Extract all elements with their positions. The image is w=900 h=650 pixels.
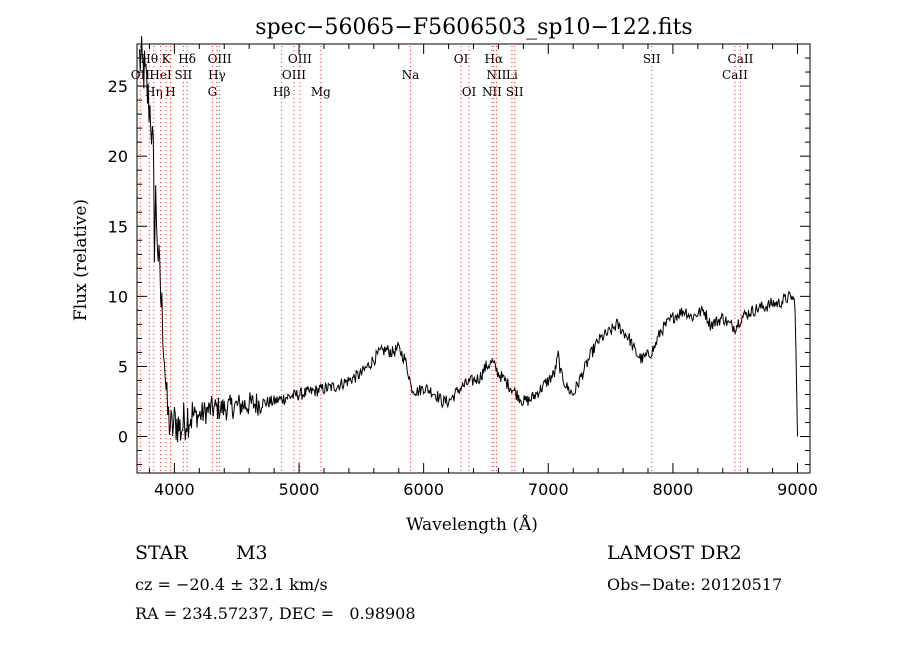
y-tick-label: 15 — [108, 217, 128, 236]
line-marker-label: CaII — [728, 52, 754, 66]
x-tick-label: 5000 — [279, 480, 320, 499]
x-tick-label: 4000 — [154, 480, 195, 499]
x-tick-label: 7000 — [528, 480, 569, 499]
line-marker-label: H — [165, 85, 175, 99]
line-marker-label: OI — [454, 52, 469, 66]
object-subclass: M3 — [236, 542, 268, 564]
line-marker-label: Hη — [145, 85, 163, 99]
line-marker-label: Hγ — [208, 68, 226, 82]
line-marker-label: SII — [175, 68, 193, 82]
survey-name: LAMOST DR2 — [607, 542, 742, 564]
line-marker-label: NII — [486, 68, 506, 82]
line-marker-label: Mg — [311, 85, 331, 99]
line-marker-label: HeI — [149, 68, 172, 82]
coordinates: RA = 234.57237, DEC = 0.98908 — [135, 604, 416, 623]
line-marker-label: K — [162, 52, 172, 66]
y-tick-label: 25 — [108, 77, 128, 96]
line-marker-label: Hδ — [178, 52, 196, 66]
line-marker-label: Li — [506, 68, 518, 82]
y-tick-label: 0 — [118, 428, 128, 447]
line-marker-label: OII — [131, 68, 151, 82]
line-marker-label: SII — [506, 85, 524, 99]
object-class: STAR — [135, 542, 188, 564]
chart-title: spec−56065−F5606503_sp10−122.fits — [255, 15, 692, 40]
y-tick-label: 10 — [108, 287, 128, 306]
y-tick-label: 5 — [118, 357, 128, 376]
spectrum-series-line — [139, 36, 798, 443]
y-tick-label: 20 — [108, 147, 128, 166]
line-marker-label: OI — [462, 85, 477, 99]
line-marker-label: Hα — [485, 52, 504, 66]
x-tick-label: 9000 — [777, 480, 818, 499]
x-axis-label: Wavelength (Å) — [406, 514, 538, 535]
line-marker-label: CaII — [722, 68, 748, 82]
axes: 4000 5000 6000 7000 8000 9000 0 5 10 15 20 25 — [108, 43, 818, 499]
line-marker-label: SII — [643, 52, 661, 66]
line-marker-label: Hβ — [273, 85, 290, 99]
line-marker-label: NII — [482, 85, 502, 99]
obs-date: Obs−Date: 20120517 — [607, 575, 783, 594]
x-tick-label: 8000 — [653, 480, 694, 499]
plot-frame — [136, 43, 811, 474]
line-marker-label: OIII — [288, 52, 312, 66]
line-marker-label: Na — [402, 68, 420, 82]
line-marker-label: OIII — [282, 68, 306, 82]
y-axis-label: Flux (relative) — [71, 199, 91, 321]
redshift-text: cz = −20.4 ± 32.1 km/s — [135, 575, 328, 594]
series-layer — [139, 36, 798, 443]
line-marker-label: G — [208, 85, 218, 99]
line-marker-label: OIII — [208, 52, 232, 66]
x-tick-label: 6000 — [403, 480, 444, 499]
